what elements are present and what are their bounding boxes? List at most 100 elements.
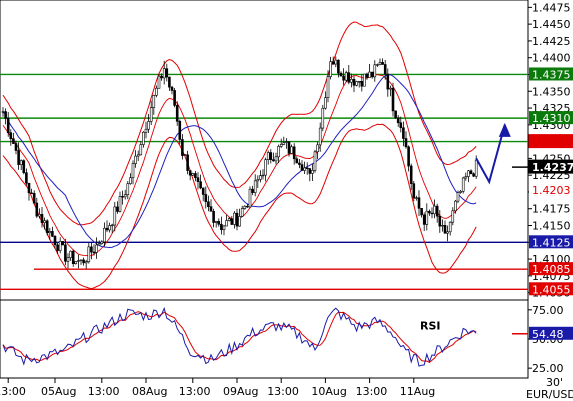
candle-body <box>227 218 231 221</box>
candle-body <box>438 215 442 227</box>
candle-body <box>360 81 364 87</box>
candle-body <box>58 241 62 251</box>
candle-body <box>347 72 351 83</box>
candle-body <box>139 144 143 156</box>
candle-body <box>391 87 395 112</box>
candle-body <box>435 205 439 217</box>
marker-box-band-value <box>528 134 573 149</box>
candle-body <box>326 76 330 99</box>
candle-body <box>337 59 340 74</box>
candle-body <box>324 97 327 109</box>
candle-body <box>222 225 226 231</box>
candle-body <box>417 197 421 209</box>
rsi-tick-label: 25.00 <box>532 362 564 375</box>
timeframe-label: 30' <box>546 376 563 389</box>
candle-body <box>6 118 10 134</box>
candle-body <box>235 212 239 227</box>
candle-body <box>113 206 117 226</box>
level-value-label: 1.4085 <box>532 263 571 276</box>
candle-body <box>350 78 353 83</box>
candle-body <box>303 167 306 171</box>
candle-body <box>230 218 234 225</box>
candle-body <box>100 241 104 244</box>
projection-arrowhead <box>498 122 511 137</box>
candle-body <box>474 159 478 177</box>
price-tick-label: 1.4450 <box>532 18 571 31</box>
candle-body <box>396 117 400 124</box>
level-value-box <box>529 235 573 249</box>
candle-body <box>376 64 379 66</box>
candle-body <box>56 244 59 251</box>
candle-body <box>209 206 213 212</box>
candle-body <box>66 257 70 262</box>
candle-body <box>207 201 210 207</box>
rsi-tick-label: 75.00 <box>532 304 564 317</box>
candle-body <box>79 259 83 261</box>
level-value-label: 1.4125 <box>532 236 571 249</box>
candle-body <box>194 173 197 179</box>
candle-body <box>298 162 301 165</box>
candle-body <box>339 72 343 77</box>
candle-body <box>214 221 218 223</box>
candle-body <box>331 61 335 65</box>
candle-body <box>461 177 465 192</box>
candle-body <box>225 220 228 227</box>
candle-body <box>287 141 291 154</box>
candle-body <box>212 210 215 223</box>
candle-body <box>61 241 65 246</box>
candle-body <box>220 223 223 231</box>
candle-body <box>12 138 15 144</box>
candle-body <box>305 167 309 170</box>
projection-path <box>475 124 506 185</box>
candle-body <box>394 110 397 119</box>
candle-body <box>402 127 405 139</box>
candle-body <box>420 208 423 216</box>
level-value-box <box>529 262 573 276</box>
candle-body <box>53 236 57 246</box>
candle-body <box>27 182 31 194</box>
candle-body <box>84 261 88 264</box>
candle-body <box>110 224 114 227</box>
candle-body <box>77 260 80 262</box>
candle-body <box>155 87 158 96</box>
price-tick-label: 1.4400 <box>532 52 571 65</box>
candle-body <box>422 214 426 225</box>
candle-body <box>25 172 28 184</box>
candle-body <box>443 225 447 234</box>
candle-body <box>162 68 166 79</box>
candle-body <box>433 205 436 215</box>
candle-body <box>183 154 187 156</box>
candle-body <box>352 78 356 86</box>
rsi-line <box>2 306 477 367</box>
time-tick-label: 10Aug <box>311 385 346 398</box>
price-tick-label: 1.4350 <box>532 85 571 98</box>
candle-body <box>308 168 312 174</box>
level-lines <box>0 73 528 290</box>
candle-body <box>43 220 46 224</box>
bollinger-lower-line <box>2 123 477 290</box>
bollinger-upper-line <box>2 21 477 226</box>
candle-body <box>266 152 270 160</box>
candle-body <box>126 183 130 196</box>
candle-body <box>74 261 78 264</box>
candle-body <box>201 187 205 195</box>
candle-body <box>399 122 403 129</box>
candle-body <box>412 183 416 199</box>
candle-body <box>196 177 200 182</box>
candle-body <box>282 142 286 145</box>
rsi-title: RSI <box>420 320 441 333</box>
candle-body <box>251 188 254 193</box>
time-tick-label: 08Aug <box>132 385 167 398</box>
candle-body <box>404 138 408 148</box>
candle-body <box>64 244 67 262</box>
time-tick-label: 13:00 <box>179 385 211 398</box>
candle-body <box>389 87 392 90</box>
candle-body <box>448 221 452 233</box>
candle-body <box>363 73 366 87</box>
rsi-panel-frame <box>0 299 529 379</box>
price-tick-label: 1.4475 <box>532 1 571 14</box>
candle-body <box>259 175 262 180</box>
candle-body <box>173 90 176 106</box>
candle-body <box>272 159 275 162</box>
candle-body <box>469 170 473 175</box>
